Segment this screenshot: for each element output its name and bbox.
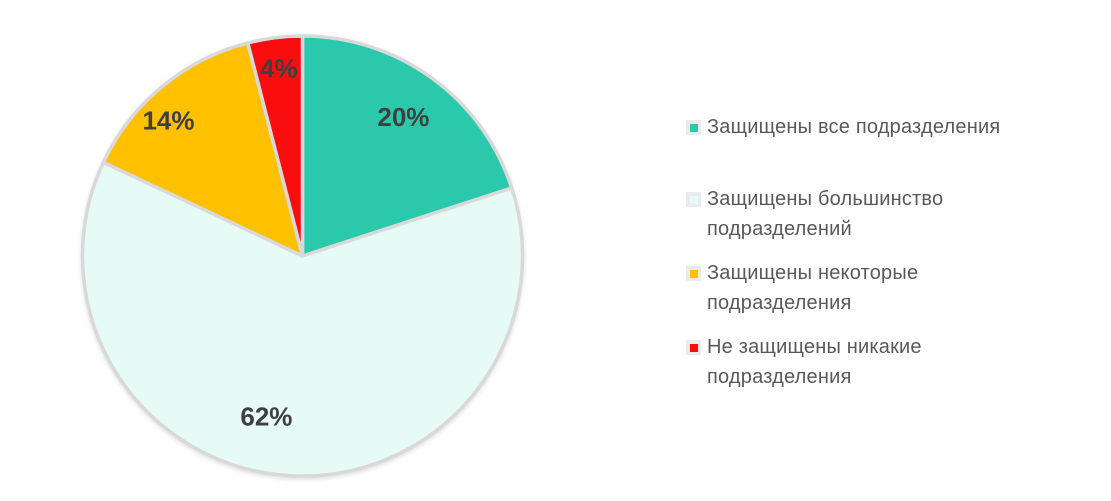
pie-chart: 20% 62% 14% 4% [80, 34, 525, 478]
legend-label-line: подразделения [707, 366, 852, 388]
legend-marker-icon [686, 340, 701, 355]
legend-item: Защищены все подразделения [686, 112, 1016, 142]
legend-swatch [689, 195, 698, 204]
pie-slice [300, 34, 514, 258]
slice-label: 20% [377, 102, 429, 132]
legend-item: Не защищены никакие подразделения [686, 332, 1016, 392]
slice-label: 62% [240, 401, 292, 431]
legend-label-line: Защищены некоторые [707, 262, 919, 284]
legend-label-line: подразделения [707, 292, 852, 314]
legend-label-line: подразделений [707, 218, 852, 240]
legend-swatch [689, 269, 698, 278]
legend-swatch [689, 343, 698, 352]
slice-label: 14% [142, 106, 194, 136]
legend-label-line: Защищены большинство [707, 188, 944, 210]
pie-slice [246, 34, 305, 258]
slice-label: 4% [260, 53, 298, 83]
legend: Защищены все подразделения Защищены больш… [686, 112, 1016, 392]
legend-label-line: Защищены все подразделения [707, 116, 1001, 138]
legend-item: Защищены большинство подразделений [686, 184, 1016, 244]
legend-marker-icon [686, 266, 701, 281]
legend-marker-icon [686, 120, 701, 135]
pie-slice [101, 41, 305, 258]
legend-swatch [689, 123, 698, 132]
legend-marker-icon [686, 192, 701, 207]
legend-label-line: Не защищены никакие [707, 336, 922, 358]
legend-item: Защищены некоторые подразделения [686, 258, 1016, 318]
pie-slice [80, 160, 525, 478]
